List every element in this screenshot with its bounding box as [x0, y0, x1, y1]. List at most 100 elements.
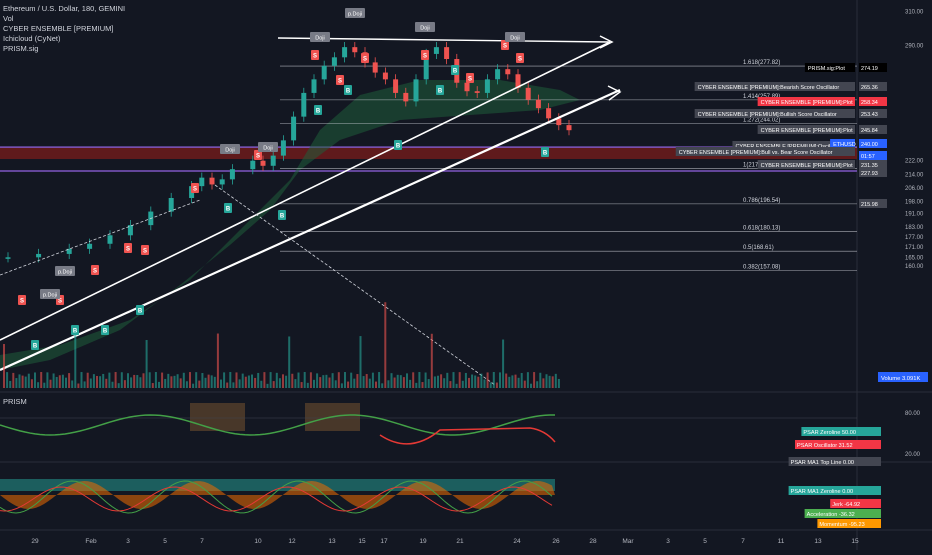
volume-bar — [440, 374, 443, 388]
indicator-label-value: 227.93 — [861, 171, 878, 177]
volume-bar — [334, 380, 337, 388]
volume-bar — [492, 372, 495, 388]
sell-signal: S — [466, 73, 474, 83]
signal-letter: S — [338, 79, 342, 85]
volume-bar — [27, 373, 30, 388]
volume-bar — [387, 380, 390, 388]
volume-bar — [505, 373, 508, 388]
volume-bar — [198, 380, 201, 388]
time-axis-tick: 29 — [31, 538, 39, 545]
volume-bar — [433, 376, 436, 388]
indicator-value-label: CYBER ENSEMBLE [PREMIUM]:Plot 258.34 — [757, 97, 887, 106]
volume-bar — [207, 374, 210, 388]
volume-bar — [74, 332, 77, 388]
candle-body — [66, 248, 72, 254]
volume-bar — [139, 377, 142, 388]
trendline-top — [277, 37, 611, 43]
candle-body — [484, 79, 490, 93]
sell-signal: S — [421, 50, 429, 60]
volume-bar — [24, 376, 27, 388]
signal-letter: S — [256, 154, 260, 160]
volume-bar — [3, 344, 5, 388]
sell-signal: S — [361, 53, 369, 63]
price-axis-tick: 160.00 — [905, 264, 924, 270]
volume-bar — [179, 378, 182, 388]
volume-bar — [263, 372, 266, 388]
fib-level-label: 1.272(244.02) — [743, 117, 780, 123]
buy-signal: B — [314, 105, 322, 115]
candle-body — [301, 92, 307, 117]
price-axis-tick: 171.00 — [905, 245, 924, 251]
prism-label-text: PSAR MA1 Top Line 0.00 — [791, 460, 854, 466]
volume-bar — [365, 374, 368, 388]
volume-bar — [37, 382, 40, 388]
volume-bar — [536, 381, 539, 388]
fib-level-label: 1.414(257.89) — [743, 94, 780, 100]
candle-body — [342, 47, 348, 58]
volume-bar — [306, 382, 309, 388]
dashed-trend — [0, 199, 201, 276]
candle-body — [311, 79, 317, 93]
time-axis-tick: 15 — [851, 538, 859, 545]
volume-bar — [192, 383, 195, 388]
doji-label: Doji — [310, 32, 330, 42]
volume-bar — [356, 374, 359, 388]
volume-bar — [340, 383, 343, 388]
volume-bar — [21, 375, 24, 388]
indicator-label-text: ETHUSD — [833, 142, 856, 148]
volume-bar — [303, 372, 306, 388]
time-axis-tick: 3 — [126, 538, 130, 545]
volume-bar — [241, 373, 244, 388]
volume-bar — [220, 379, 222, 388]
time-axis-tick: 7 — [741, 538, 745, 545]
indicator-label-value: 245.84 — [861, 128, 878, 134]
doji-label: p.Doji — [40, 289, 60, 299]
volume-bar — [483, 379, 486, 388]
volume-label-text: Volume 3.091K — [881, 376, 920, 382]
buy-signal: B — [436, 85, 444, 95]
time-axis-tick: 13 — [814, 538, 822, 545]
buy-signal: B — [136, 305, 144, 315]
volume-bar — [176, 374, 179, 388]
sell-signal: S — [501, 40, 509, 50]
volume-bar — [161, 372, 164, 388]
candle-body — [403, 92, 409, 102]
volume-bar — [244, 376, 247, 388]
volume-bar — [269, 372, 272, 388]
buy-signal: B — [31, 340, 39, 350]
volume-bar — [474, 375, 477, 388]
volume-bar — [499, 372, 501, 388]
indicator-value-label: CYBER ENSEMBLE [PREMIUM]:Plot 231.35 — [757, 160, 887, 169]
signal-letter: S — [20, 299, 24, 305]
volume-bar — [6, 372, 9, 388]
candle-body — [219, 179, 225, 185]
prism-label-text: PSAR Zeroline 50.00 — [803, 430, 856, 436]
volume-bar — [58, 375, 61, 388]
signal-letter: S — [93, 269, 97, 275]
volume-bar — [154, 372, 157, 388]
doji-label-text: Doji — [263, 146, 272, 152]
indicator-label-value: 231.35 — [861, 163, 878, 169]
psar-oscillator-down — [379, 427, 556, 445]
candle-body — [127, 225, 133, 236]
volume-bar — [34, 372, 36, 388]
volume-bar — [185, 381, 188, 388]
study-prism-label: PRISM.sig — [3, 44, 39, 53]
signal-letter: S — [363, 57, 367, 63]
volume-bar — [238, 379, 241, 388]
buy-signal: B — [344, 85, 352, 95]
candle-body — [270, 155, 276, 166]
indicator-label-value: 240.00 — [861, 142, 878, 148]
volume-value-label: Volume 3.091K — [878, 372, 928, 382]
signal-letter: B — [138, 309, 143, 315]
volume-bar — [80, 372, 83, 388]
volume-bar — [557, 378, 560, 388]
time-axis-tick: 28 — [589, 538, 597, 545]
volume-bar — [229, 372, 232, 388]
volume-bar — [313, 379, 315, 388]
volume-bar — [251, 374, 253, 388]
volume-bar — [399, 375, 402, 388]
volume-bar — [235, 372, 238, 388]
